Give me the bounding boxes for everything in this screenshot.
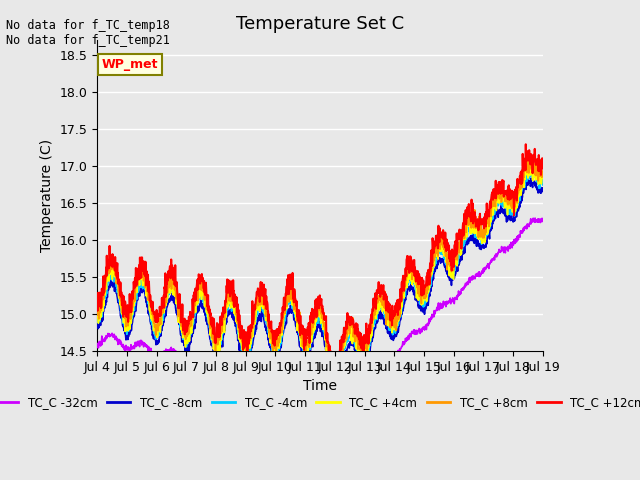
Title: Temperature Set C: Temperature Set C — [236, 15, 404, 33]
Legend: TC_C -32cm, TC_C -8cm, TC_C -4cm, TC_C +4cm, TC_C +8cm, TC_C +12cm: TC_C -32cm, TC_C -8cm, TC_C -4cm, TC_C +… — [0, 391, 640, 414]
Text: WP_met: WP_met — [102, 58, 158, 71]
Y-axis label: Temperature (C): Temperature (C) — [40, 139, 54, 252]
X-axis label: Time: Time — [303, 380, 337, 394]
Text: No data for f_TC_temp18
No data for f_TC_temp21: No data for f_TC_temp18 No data for f_TC… — [6, 19, 170, 47]
